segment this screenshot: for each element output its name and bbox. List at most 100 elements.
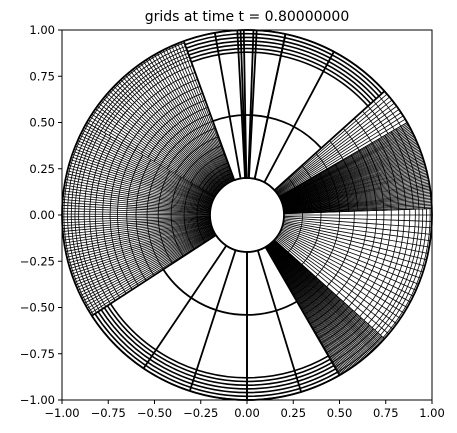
grid-spoke	[283, 175, 428, 208]
grid-spoke	[68, 224, 212, 267]
grid-spoke	[282, 224, 425, 267]
grid-spoke	[66, 173, 212, 208]
y-tick-label: 1.00	[29, 23, 55, 37]
grid-spoke	[281, 153, 422, 204]
y-axis: −1.00 −0.75 −0.50 −0.25 0.00 0.25 0.50 0.75 1.00	[20, 23, 62, 407]
grid-spoke	[64, 220, 211, 244]
grid-spoke	[269, 243, 363, 360]
grid-spoke	[63, 219, 211, 238]
grid-spoke	[273, 239, 383, 342]
grid-spoke	[180, 42, 235, 181]
grid-spoke	[142, 245, 228, 369]
grid-spoke	[281, 152, 422, 203]
grid-spoke	[88, 119, 216, 197]
grid-spoke	[125, 75, 224, 188]
grid-spoke	[280, 142, 418, 201]
grid-spoke	[283, 219, 431, 242]
grid-spoke	[271, 242, 372, 353]
grid-spoke	[283, 200, 432, 213]
grid-spoke	[280, 138, 416, 201]
grid-arc	[106, 305, 248, 383]
grid-spoke	[247, 30, 255, 179]
grid-arc	[94, 313, 248, 398]
grid-spoke	[82, 231, 215, 302]
grid-spoke	[280, 230, 414, 297]
grid-spoke	[283, 182, 430, 210]
grid-spoke	[276, 236, 397, 325]
grid-spoke	[266, 246, 347, 372]
grid-spoke	[183, 41, 235, 181]
grid-spoke	[282, 160, 425, 205]
grid-spoke	[143, 61, 227, 185]
grid-spoke	[62, 202, 211, 213]
grid-spoke	[272, 241, 376, 349]
grid-spoke	[280, 132, 414, 199]
x-tick-label: 0.50	[327, 406, 353, 420]
grid-spoke	[276, 105, 397, 194]
grid-spoke	[188, 249, 237, 392]
y-tick-label: 0.25	[29, 162, 55, 176]
grid-spoke	[151, 56, 229, 184]
grid-spoke	[62, 216, 211, 224]
grid-spoke	[281, 143, 419, 202]
grid-spoke	[280, 134, 414, 200]
mesh-sector-5	[265, 239, 385, 376]
x-tick-label: −1.00	[44, 406, 79, 420]
grid-spoke	[63, 219, 211, 241]
grid-spoke	[278, 234, 405, 314]
grid-spoke	[83, 127, 215, 198]
grid-spoke	[282, 172, 428, 207]
grid-spoke	[62, 210, 211, 215]
grid-spoke	[62, 214, 211, 218]
grid-spoke	[282, 157, 424, 205]
grid-arc	[97, 311, 248, 394]
grid-arc	[246, 358, 331, 383]
grid-spoke	[283, 191, 431, 211]
grid-spoke	[111, 88, 221, 191]
grid-spoke	[283, 203, 432, 214]
grid-spoke	[278, 233, 408, 308]
grid-arc	[281, 51, 372, 105]
grid-spoke	[168, 47, 232, 182]
grid-spoke	[72, 226, 213, 278]
grid-spoke	[283, 217, 432, 229]
grid-spoke	[271, 241, 373, 352]
grid-spoke	[137, 65, 226, 186]
grid-spoke	[266, 245, 349, 371]
grid-spoke	[64, 181, 211, 209]
grid-spoke	[66, 223, 212, 258]
y-tick-label: 0.00	[29, 208, 55, 222]
grid-spoke	[271, 242, 371, 354]
grid-spoke	[272, 241, 375, 350]
grid-spoke	[283, 202, 432, 213]
grid-spoke	[277, 109, 400, 195]
grid-spoke	[74, 148, 213, 203]
grid-spoke	[283, 215, 432, 222]
grid-spoke	[62, 196, 211, 212]
grid-spoke	[105, 95, 219, 192]
grid-spoke	[62, 217, 211, 232]
grid-spoke	[236, 30, 246, 179]
grid-spoke	[253, 33, 287, 179]
grid-spoke	[268, 244, 356, 366]
grid-spoke	[77, 229, 214, 291]
grid-spoke	[68, 164, 212, 206]
y-tick-label: −1.00	[20, 393, 55, 407]
grid-spoke	[177, 43, 234, 181]
grid-spoke	[283, 176, 429, 208]
grid-spoke	[75, 145, 213, 202]
grid-spoke	[283, 205, 432, 214]
grid-spoke	[280, 136, 416, 200]
grid-spoke	[270, 242, 369, 356]
grid-arc	[187, 40, 284, 53]
grid-spoke	[267, 245, 354, 367]
grid-spoke	[69, 225, 212, 269]
grid-spoke	[65, 176, 211, 208]
x-tick-label: 0.75	[373, 406, 399, 420]
grid-spoke	[281, 145, 419, 202]
grid-arc	[191, 51, 282, 63]
grid-spoke	[282, 167, 427, 207]
grid-spoke	[65, 221, 211, 252]
grid-arc	[246, 300, 298, 316]
